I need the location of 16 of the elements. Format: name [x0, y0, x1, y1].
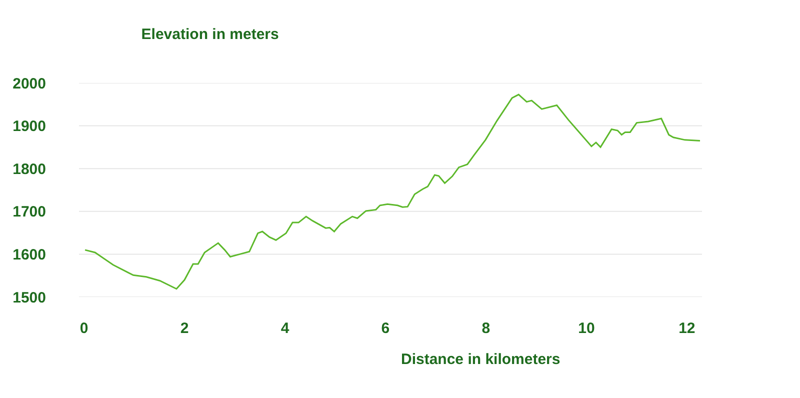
x-tick-label: 12	[678, 320, 696, 337]
x-tick-label: 2	[180, 320, 189, 337]
y-tick-label: 1500	[12, 289, 46, 306]
y-tick-label: 1900	[12, 118, 46, 136]
chart-title: Elevation in meters	[141, 26, 279, 44]
y-tick-label: 1700	[12, 204, 46, 221]
line-series	[84, 94, 701, 290]
x-tick-label: 10	[578, 320, 595, 337]
y-tick-label: 2000	[12, 75, 46, 92]
x-tick-label: 8	[482, 320, 490, 337]
x-tick-label: 4	[280, 320, 290, 337]
y-tick-label: 1600	[12, 246, 46, 264]
x-axis-title: Distance in kilometers	[401, 351, 560, 368]
x-tick-label: 0	[80, 320, 88, 337]
x-tick-label: 6	[381, 320, 390, 337]
y-tick-label: 1800	[12, 160, 46, 178]
